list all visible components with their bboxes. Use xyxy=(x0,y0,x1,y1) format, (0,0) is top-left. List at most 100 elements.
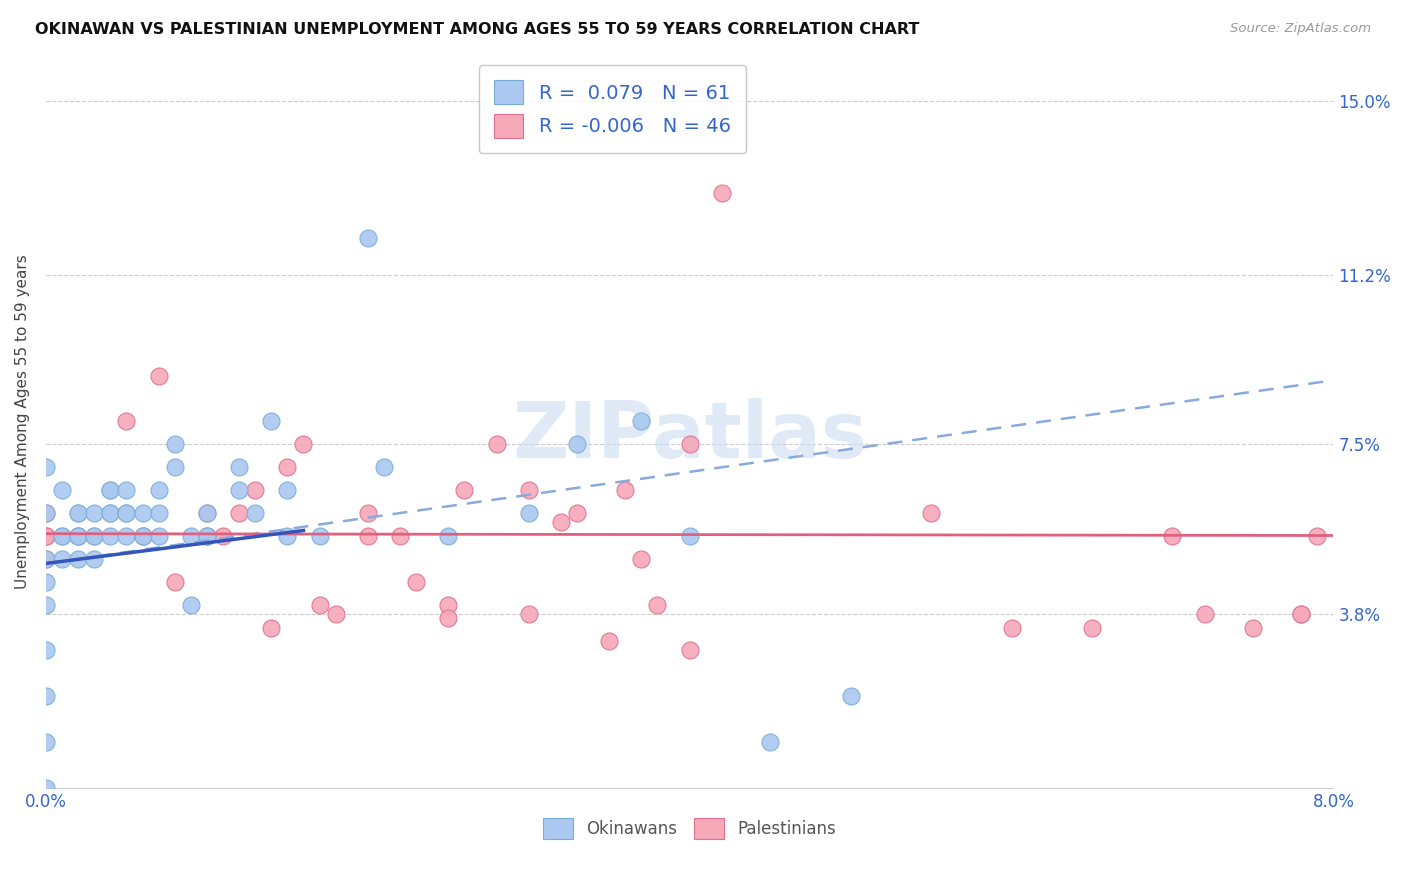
Point xyxy=(1081,621,1104,635)
Point xyxy=(1306,529,1329,543)
Point xyxy=(131,529,153,543)
Point xyxy=(180,529,202,543)
Point xyxy=(115,506,138,520)
Point xyxy=(115,483,138,498)
Point xyxy=(679,643,702,657)
Point xyxy=(485,437,508,451)
Point xyxy=(35,529,58,543)
Point xyxy=(35,552,58,566)
Point xyxy=(357,506,380,520)
Point xyxy=(437,611,460,625)
Point xyxy=(98,483,121,498)
Point xyxy=(550,515,572,529)
Point xyxy=(243,483,266,498)
Point xyxy=(148,529,170,543)
Point xyxy=(98,506,121,520)
Point xyxy=(1289,607,1312,621)
Point xyxy=(308,598,330,612)
Point xyxy=(920,506,942,520)
Point xyxy=(35,598,58,612)
Point xyxy=(647,598,669,612)
Point xyxy=(325,607,347,621)
Point xyxy=(51,483,73,498)
Point xyxy=(565,506,588,520)
Point xyxy=(598,634,620,648)
Point xyxy=(630,552,652,566)
Point xyxy=(1161,529,1184,543)
Legend: Okinawans, Palestinians: Okinawans, Palestinians xyxy=(537,812,842,846)
Point xyxy=(35,506,58,520)
Point xyxy=(517,607,540,621)
Point xyxy=(131,529,153,543)
Point xyxy=(35,780,58,795)
Point xyxy=(51,529,73,543)
Point xyxy=(83,529,105,543)
Point xyxy=(389,529,412,543)
Point xyxy=(35,506,58,520)
Point xyxy=(437,529,460,543)
Point xyxy=(292,437,315,451)
Point xyxy=(98,506,121,520)
Point xyxy=(839,690,862,704)
Point xyxy=(195,506,218,520)
Point xyxy=(195,529,218,543)
Point xyxy=(260,415,283,429)
Point xyxy=(276,460,298,475)
Point xyxy=(67,529,90,543)
Point xyxy=(115,529,138,543)
Point xyxy=(1289,607,1312,621)
Point xyxy=(67,506,90,520)
Point xyxy=(35,460,58,475)
Point xyxy=(35,529,58,543)
Text: ZIPatlas: ZIPatlas xyxy=(512,398,868,475)
Point xyxy=(453,483,475,498)
Point xyxy=(148,506,170,520)
Point xyxy=(163,437,186,451)
Point xyxy=(276,483,298,498)
Point xyxy=(565,437,588,451)
Point xyxy=(228,460,250,475)
Point xyxy=(98,483,121,498)
Point xyxy=(437,598,460,612)
Point xyxy=(679,437,702,451)
Point xyxy=(212,529,235,543)
Point xyxy=(308,529,330,543)
Point xyxy=(357,529,380,543)
Point xyxy=(163,574,186,589)
Point xyxy=(163,460,186,475)
Point xyxy=(260,621,283,635)
Point xyxy=(115,506,138,520)
Point xyxy=(630,415,652,429)
Point xyxy=(679,529,702,543)
Point xyxy=(1000,621,1022,635)
Point xyxy=(35,574,58,589)
Point xyxy=(710,186,733,200)
Point xyxy=(759,735,782,749)
Text: OKINAWAN VS PALESTINIAN UNEMPLOYMENT AMONG AGES 55 TO 59 YEARS CORRELATION CHART: OKINAWAN VS PALESTINIAN UNEMPLOYMENT AMO… xyxy=(35,22,920,37)
Point xyxy=(195,529,218,543)
Point xyxy=(35,690,58,704)
Point xyxy=(243,506,266,520)
Point xyxy=(228,483,250,498)
Point xyxy=(614,483,637,498)
Point xyxy=(51,529,73,543)
Point xyxy=(51,552,73,566)
Point xyxy=(35,643,58,657)
Point xyxy=(67,529,90,543)
Point xyxy=(83,529,105,543)
Point xyxy=(67,552,90,566)
Point xyxy=(83,552,105,566)
Point xyxy=(67,506,90,520)
Point xyxy=(276,529,298,543)
Point xyxy=(180,598,202,612)
Point xyxy=(517,506,540,520)
Point xyxy=(405,574,427,589)
Point xyxy=(131,529,153,543)
Point xyxy=(1241,621,1264,635)
Point xyxy=(195,506,218,520)
Point xyxy=(357,231,380,245)
Point xyxy=(67,529,90,543)
Y-axis label: Unemployment Among Ages 55 to 59 years: Unemployment Among Ages 55 to 59 years xyxy=(15,254,30,589)
Point xyxy=(517,483,540,498)
Point xyxy=(98,529,121,543)
